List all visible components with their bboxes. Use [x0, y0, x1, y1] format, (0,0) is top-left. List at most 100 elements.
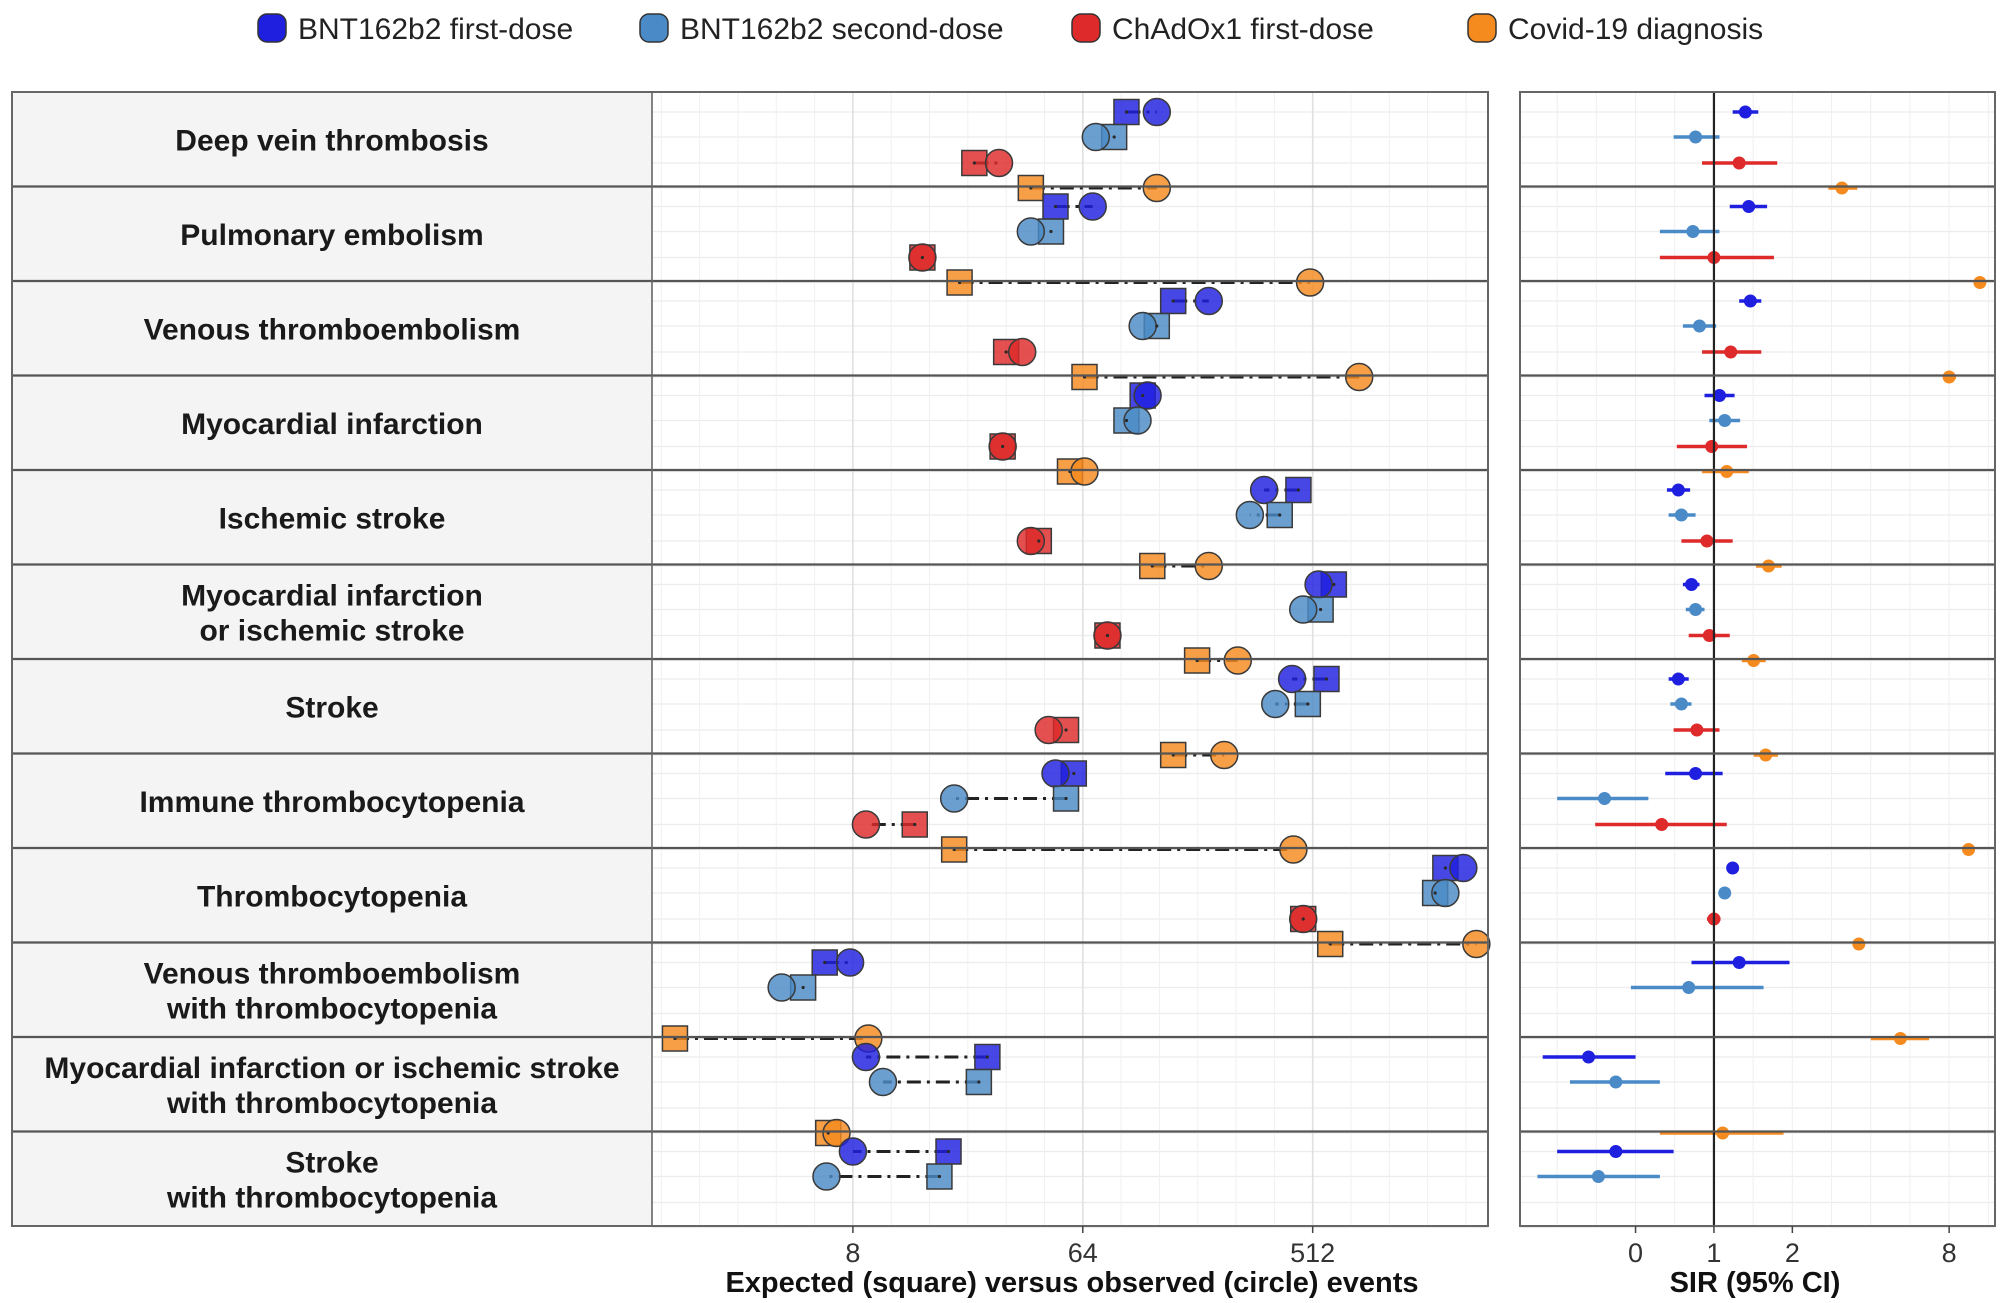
row-label-text: or ischemic stroke — [199, 614, 464, 647]
sir-point-covid-19-diagnosis — [1747, 654, 1761, 667]
observed-circle-bnt162b2-second-dose — [1261, 689, 1290, 719]
sir-point-bnt162b2-first-dose — [1742, 200, 1756, 213]
sir-point-covid-19-diagnosis — [1973, 276, 1987, 289]
observed-circle-bnt162b2-second-dose — [1081, 122, 1111, 152]
observed-circle-covid-19-diagnosis — [1295, 268, 1325, 297]
strip-background — [12, 92, 652, 187]
expected-center-dot — [1433, 891, 1437, 895]
sir-point-chadox1-first-dose — [1700, 534, 1714, 548]
left-row-myocardial-infarction — [988, 381, 1162, 486]
left-row-deep-vein-thrombosis — [961, 97, 1172, 203]
expected-center-dot — [1171, 299, 1175, 303]
observed-circle-bnt162b2-second-dose — [1431, 878, 1460, 908]
axes: Expected (square) versus observed (circl… — [725, 1226, 1957, 1299]
sir-point-bnt162b2-second-dose — [1686, 225, 1700, 238]
observed-circle-bnt162b2-second-dose — [812, 1162, 841, 1191]
row-label-text: Pulmonary embolism — [180, 219, 483, 252]
strip-background — [12, 659, 652, 754]
expected-center-dot — [913, 822, 917, 827]
left-panel-marks — [661, 97, 1491, 1191]
expected-center-dot — [1064, 796, 1068, 801]
legend-swatch — [257, 13, 287, 43]
right-row-venous-thromboembolism-with-thrombocytopenia — [1630, 956, 1930, 1045]
right-row-myocardial-infarction — [1676, 389, 1749, 478]
right-row-stroke — [1668, 672, 1778, 762]
observed-circle-covid-19-diagnosis — [822, 1118, 851, 1148]
strip-background — [12, 942, 652, 1037]
observed-circle-chadox1-first-dose — [1034, 715, 1063, 745]
strip-background — [12, 375, 652, 470]
observed-circle-chadox1-first-dose — [1007, 337, 1037, 367]
legend-item-bnt162b2-first-dose: BNT162b2 first-dose — [257, 13, 573, 46]
strip-background — [12, 186, 652, 281]
left-x-tick-label: 512 — [1290, 1238, 1335, 1268]
row-label-thrombocytopenia: Thrombocytopenia — [12, 848, 652, 943]
observed-circle-bnt162b2-first-dose — [838, 1137, 868, 1166]
left-row-myocardial-infarction-or-ischemic-stroke-with-thrombocytopenia — [814, 1042, 1001, 1148]
expected-center-dot — [1306, 702, 1310, 706]
row-label-stroke: Stroke — [12, 659, 652, 754]
sir-point-bnt162b2-first-dose — [1726, 861, 1740, 875]
row-label-text: with thrombocytopenia — [166, 1087, 497, 1120]
row-label-text: Stroke — [285, 691, 378, 724]
expected-center-dot — [1296, 488, 1301, 492]
right-x-tick-label: 2 — [1785, 1238, 1800, 1268]
strip-background — [12, 848, 652, 943]
expected-center-dot — [1332, 582, 1336, 587]
expected-center-dot — [1072, 771, 1076, 776]
left-row-pulmonary-embolism — [908, 192, 1325, 297]
sir-point-chadox1-first-dose — [1690, 723, 1704, 737]
left-row-ischemic-stroke — [1016, 475, 1312, 581]
observed-circle-bnt162b2-second-dose — [767, 973, 796, 1002]
expected-center-dot — [1004, 350, 1008, 354]
expected-center-dot — [937, 1174, 942, 1179]
observed-circle-bnt162b2-first-dose — [1142, 97, 1172, 127]
sir-point-bnt162b2-second-dose — [1598, 792, 1612, 805]
observed-circle-bnt162b2-second-dose — [939, 784, 969, 813]
legend-item-chadox1-first-dose: ChAdOx1 first-dose — [1071, 13, 1374, 46]
expected-center-dot — [946, 1149, 951, 1154]
sir-point-chadox1-first-dose — [1732, 156, 1746, 170]
row-label-text: Immune thrombocytopenia — [139, 786, 524, 819]
sir-point-covid-19-diagnosis — [1762, 559, 1776, 573]
legend-item-bnt162b2-second-dose: BNT162b2 second-dose — [639, 13, 1004, 46]
observed-circle-bnt162b2-first-dose — [1041, 759, 1070, 788]
legend-swatch — [639, 13, 669, 43]
sir-point-bnt162b2-second-dose — [1718, 886, 1732, 900]
observed-circle-chadox1-first-dose — [984, 148, 1014, 178]
observed-circle-bnt162b2-first-dose — [851, 1042, 881, 1072]
legend-swatch — [1071, 13, 1101, 43]
row-label-deep-vein-thrombosis: Deep vein thrombosis — [12, 92, 652, 187]
left-panel-frame — [11, 91, 1489, 1227]
sir-point-bnt162b2-second-dose — [1591, 1170, 1605, 1183]
row-label-text: Myocardial infarction — [181, 579, 483, 612]
expected-center-dot — [1324, 677, 1329, 681]
sir-point-covid-19-diagnosis — [1759, 748, 1773, 762]
sir-point-bnt162b2-first-dose — [1671, 483, 1685, 497]
expected-center-dot — [1049, 229, 1053, 234]
row-label-text: Stroke — [285, 1146, 378, 1179]
left-row-stroke-with-thrombocytopenia — [812, 1137, 962, 1191]
sir-point-bnt162b2-first-dose — [1689, 767, 1703, 780]
sir-point-bnt162b2-second-dose — [1682, 981, 1696, 994]
row-label-text: Deep vein thrombosis — [175, 124, 488, 157]
legend-label: BNT162b2 first-dose — [298, 13, 573, 46]
left-row-myocardial-infarction-or-ischemic-stroke — [1093, 570, 1348, 675]
expected-center-dot — [1301, 917, 1305, 921]
legend: BNT162b2 first-dose BNT162b2 second-dose C… — [257, 13, 1763, 46]
observed-circle-bnt162b2-first-dose — [1078, 192, 1107, 221]
observed-circle-bnt162b2-first-dose — [1249, 475, 1279, 505]
expected-square-bnt162b2-second-dose — [926, 1163, 953, 1190]
sir-point-bnt162b2-second-dose — [1689, 603, 1703, 616]
legend-label: BNT162b2 second-dose — [680, 13, 1004, 46]
right-row-thrombocytopenia — [1706, 861, 1866, 951]
observed-circle-covid-19-diagnosis — [1070, 457, 1099, 486]
expected-center-dot — [1319, 607, 1323, 612]
expected-center-dot — [977, 1080, 981, 1084]
right-x-tick-label: 1 — [1706, 1238, 1721, 1268]
sir-point-bnt162b2-second-dose — [1718, 414, 1732, 427]
row-label-text: Venous thromboembolism — [144, 313, 521, 346]
sir-point-bnt162b2-first-dose — [1582, 1050, 1596, 1064]
